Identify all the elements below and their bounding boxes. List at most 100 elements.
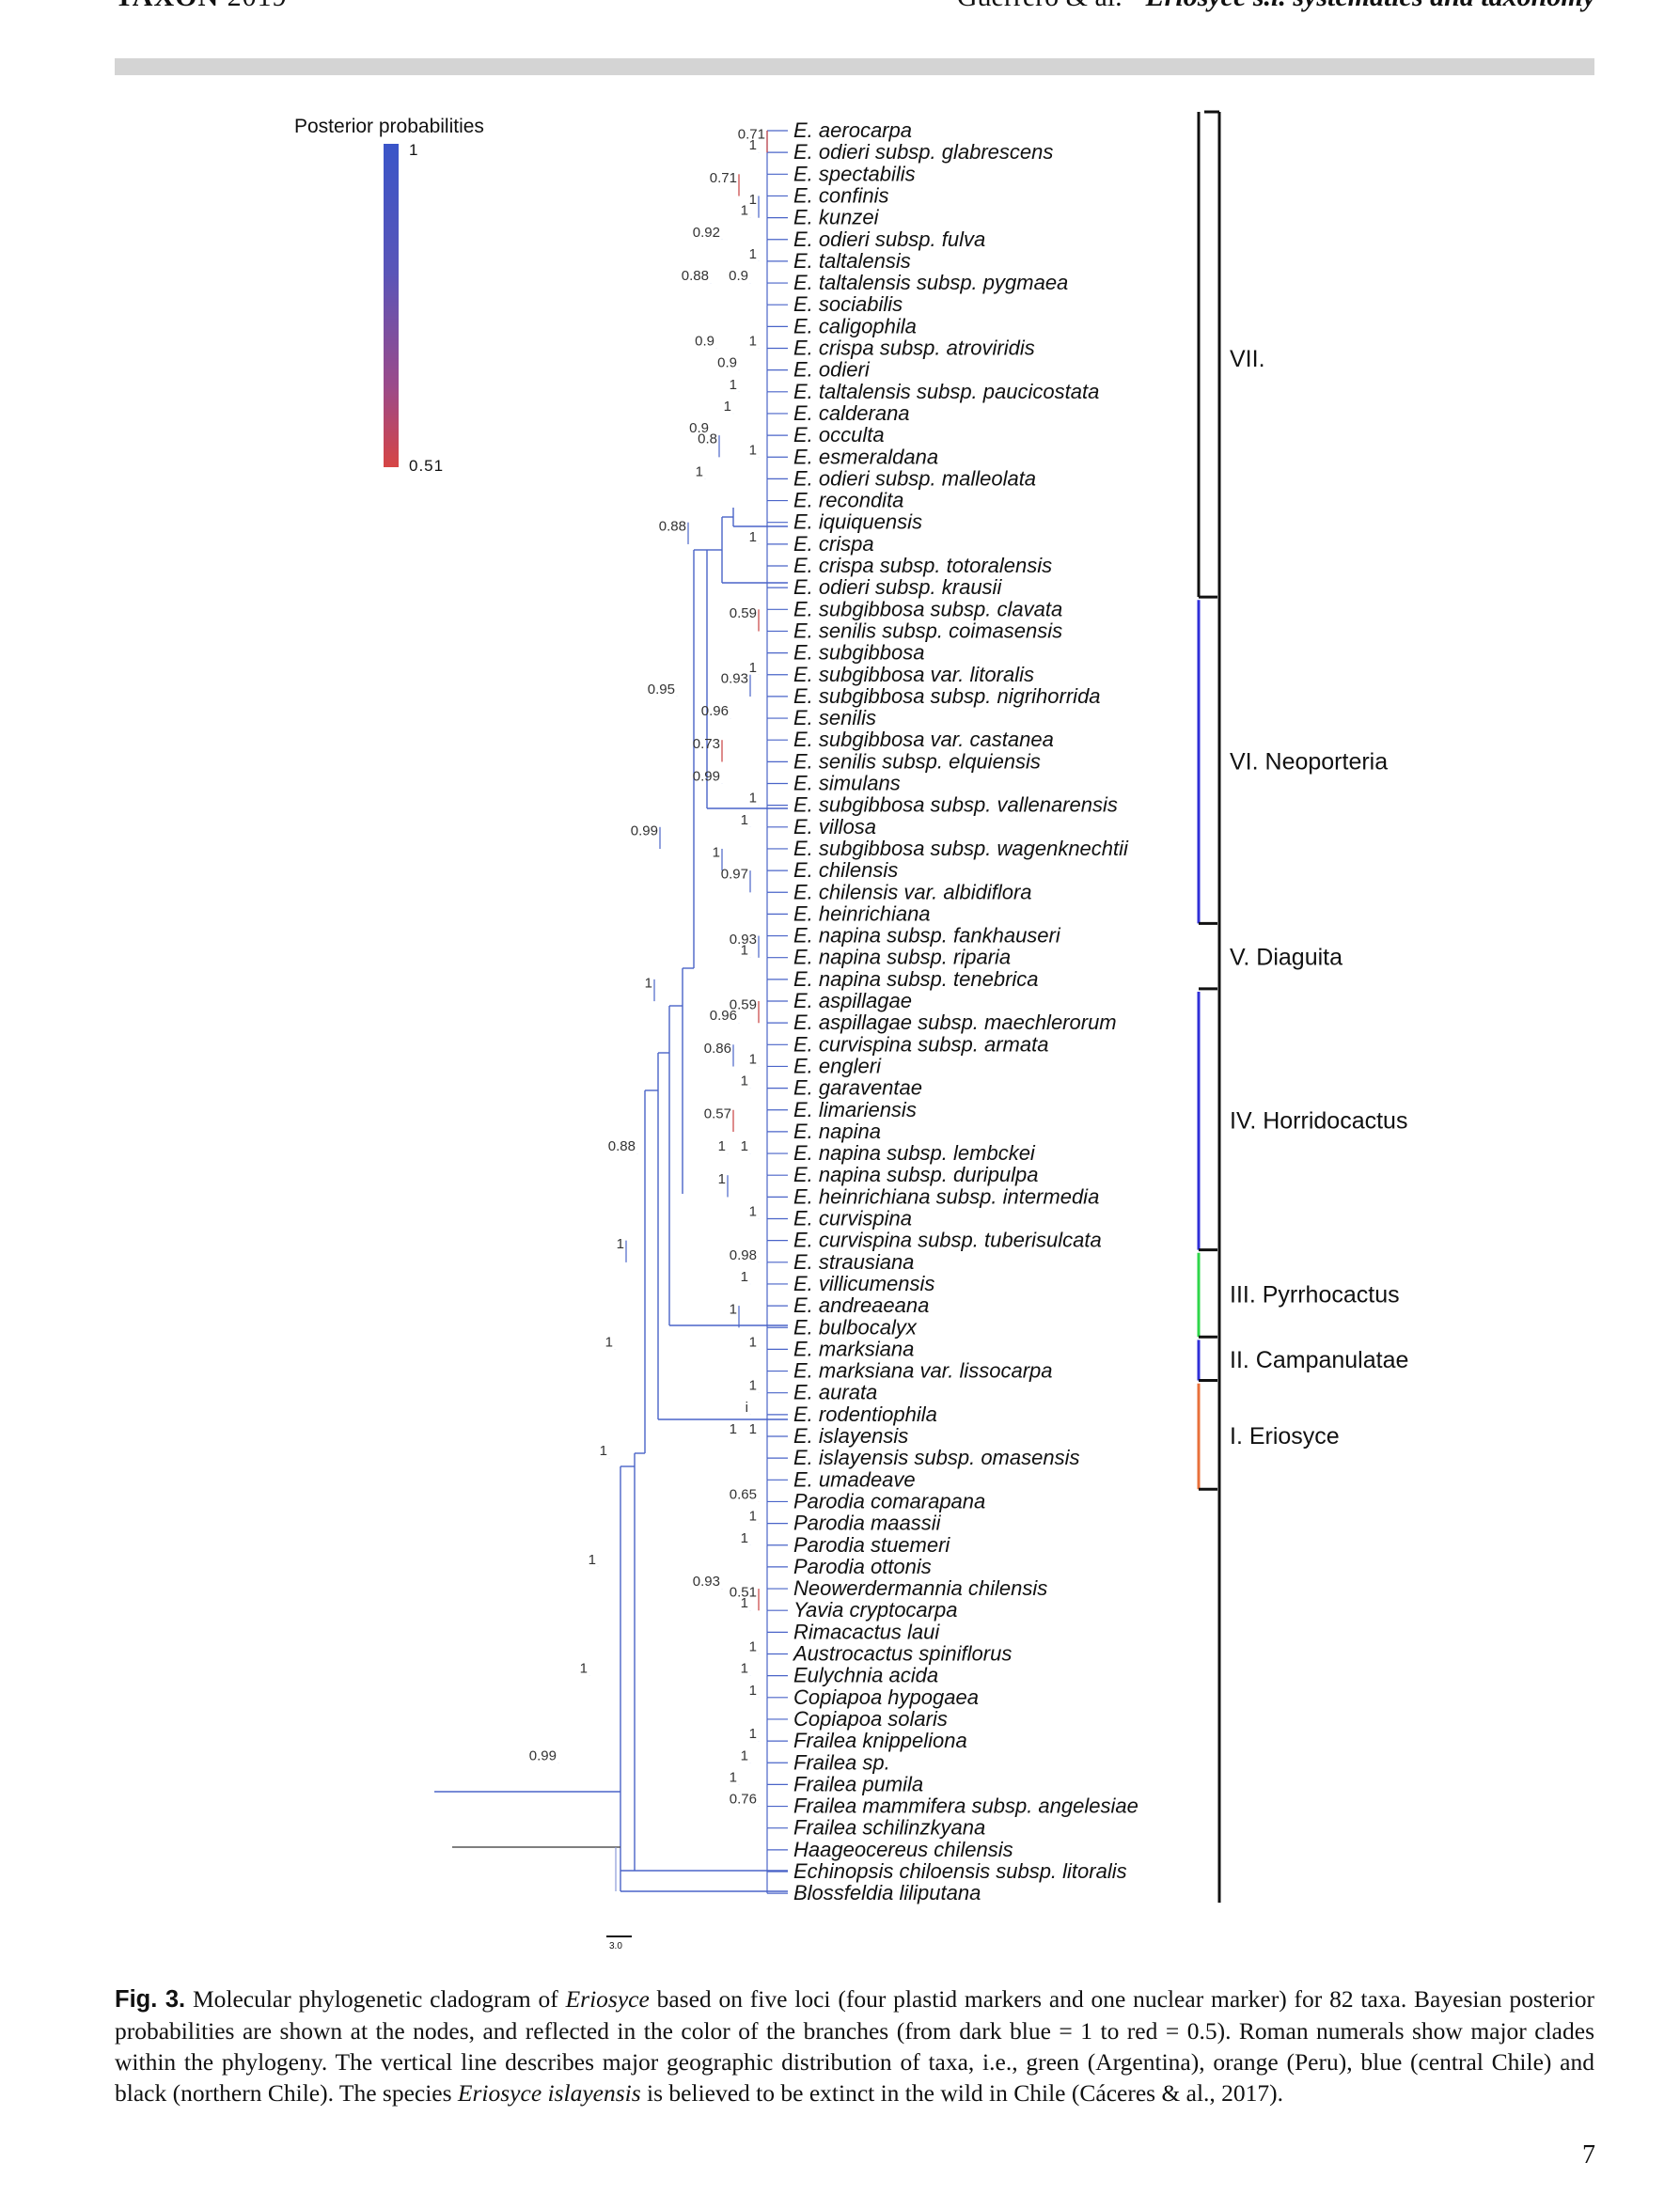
node-support-label: 0.99 [631,823,658,838]
taxon-label: E. odieri [793,358,871,382]
header-rule [115,58,1594,75]
taxon-label: E. villosa [793,815,876,838]
taxon-label: Haageocereus chilensis [793,1838,1013,1861]
taxon-label: E. iquiquensis [793,510,922,534]
clade-label: VI. Neoporteria [1230,748,1388,775]
taxon-label: E. villicumensis [793,1272,934,1295]
taxon-label: E. subgibbosa subsp. nigrihorrida [793,684,1101,708]
node-support-label: 1 [749,1051,757,1067]
taxon-label: E. curvispina subsp. tuberisulcata [793,1229,1102,1252]
taxon-label: E. crispa [793,532,874,556]
taxon-label: E. taltalensis [793,249,911,273]
taxon-label: E. senilis subsp. coimasensis [793,619,1062,642]
node-support-label: 1 [741,1747,748,1763]
taxon-label: Frailea mammifera subsp. angelesiae [793,1794,1138,1818]
node-support-label: 0.59 [730,605,757,621]
taxon-label: E. caligophila [793,314,917,337]
node-support-label: 0.73 [693,736,720,752]
node-support-label: 0.59 [730,997,757,1013]
taxon-label: E. chilensis var. albidiflora [793,880,1032,903]
node-support-label: 0.88 [682,268,709,284]
node-support-label: 0.99 [693,769,720,785]
node-support-label: 1 [749,529,757,545]
node-support-label: 1 [730,1769,737,1785]
taxon-label: Frailea pumila [793,1772,923,1795]
taxon-label: Rimacactus laui [793,1620,940,1643]
taxon-label: E. odieri subsp. glabrescens [793,140,1053,164]
taxon-label: E. bulbocalyx [793,1315,918,1339]
node-support-label: 0.86 [704,1041,731,1057]
clade-label: II. Campanulatae [1230,1347,1408,1373]
taxon-label: Copiapoa solaris [793,1707,948,1731]
clade-label: I. Eriosyce [1230,1423,1340,1450]
taxon-label: E. napina subsp. tenebrica [793,967,1039,991]
taxon-label: Eulychnia acida [793,1664,938,1687]
node-support-label: 1 [749,1509,757,1525]
taxon-label: E. curvispina [793,1207,912,1230]
clade-label: III. Pyrrhocactus [1230,1282,1400,1309]
node-support-label: 1 [741,1595,748,1611]
node-support-label: 0.93 [693,1574,720,1590]
node-support-label: 0.88 [659,518,686,534]
node-support-label: 1 [605,1334,613,1350]
node-support-label: i [746,1400,748,1416]
taxon-label: Parodia maassii [793,1512,942,1535]
node-support-label: 1 [749,1378,757,1394]
taxon-label: E. garaventae [793,1076,922,1100]
node-support-label: 0.9 [695,334,714,350]
page-number: 7 [1582,2140,1595,2170]
taxon-label: E. aurata [793,1381,877,1404]
taxon-label: E. napina subsp. lembckei [793,1141,1036,1165]
node-support-label: 1 [749,334,757,350]
taxon-label: E. andreaeana [793,1293,929,1317]
node-support-label: 1 [741,1138,748,1154]
node-support-label: 1 [696,463,703,479]
node-support-label: 0.97 [721,867,748,883]
taxon-label: E. umadeave [793,1467,916,1491]
node-support-label: 1 [749,1683,757,1699]
running-header: TAXON 2019 Guerrero & al. · Eriosyce s.l… [0,0,1680,17]
taxon-label: E. senilis [793,706,876,729]
node-support-label: 0.71 [738,127,765,143]
taxon-label: E. recondita [793,489,903,512]
taxon-label: E. napina subsp. riparia [793,946,1011,969]
taxon-label: E. napina subsp. duripulpa [793,1163,1039,1186]
node-support-label: 0.96 [710,1008,737,1024]
taxon-label: E. subgibbosa var. castanea [793,728,1054,751]
running-title: Guerrero & al. · Eriosyce s.l. systemati… [957,0,1595,13]
figure-label: Fig. 3. [115,1986,186,2013]
taxon-label: E. confinis [793,183,889,207]
node-support-label: 0.92 [693,225,720,241]
node-support-label: 1 [741,1661,748,1677]
node-support-label: 0.93 [730,932,757,948]
taxon-label: E. odieri subsp. krausii [793,575,1002,599]
taxon-label: E. marksiana [793,1337,914,1360]
node-support-label: 0.51 [730,1585,757,1601]
taxon-label: E. islayensis [793,1424,908,1448]
taxon-label: E. calderana [793,401,910,425]
taxon-label: E. subgibbosa subsp. clavata [793,597,1062,620]
node-support-label: 1 [749,1726,757,1742]
taxon-label: E. crispa subsp. atroviridis [793,337,1035,360]
taxon-label: E. senilis subsp. elquiensis [793,749,1041,773]
node-support-label: 1 [713,845,720,861]
node-support-label: 0.71 [710,170,737,186]
node-support-label: 0.95 [648,682,675,697]
legend-max-label: 1 [409,141,418,159]
journal-name: TAXON 2019 [115,0,288,13]
taxon-label: E. sociabilis [793,292,903,316]
node-support-label: 0.9 [729,268,748,284]
node-support-label: 1 [741,1530,748,1546]
taxon-label: E. odieri subsp. fulva [793,227,985,251]
taxon-label: Parodia comarapana [793,1489,985,1512]
taxon-label: E. subgibbosa subsp. vallenarensis [793,793,1118,817]
taxon-label: E. engleri [793,1054,882,1077]
node-support-label: 0.65 [730,1486,757,1502]
node-support-label: 0.9 [717,355,737,371]
node-support-label: 1 [589,1552,596,1568]
node-support-label: 0.88 [608,1138,636,1154]
scale-bar-label: 3.0 [609,1941,622,1951]
node-support-label: 1 [749,442,757,458]
node-support-label: 1 [749,1334,757,1350]
taxon-label: E. subgibbosa subsp. wagenknechtii [793,837,1129,860]
